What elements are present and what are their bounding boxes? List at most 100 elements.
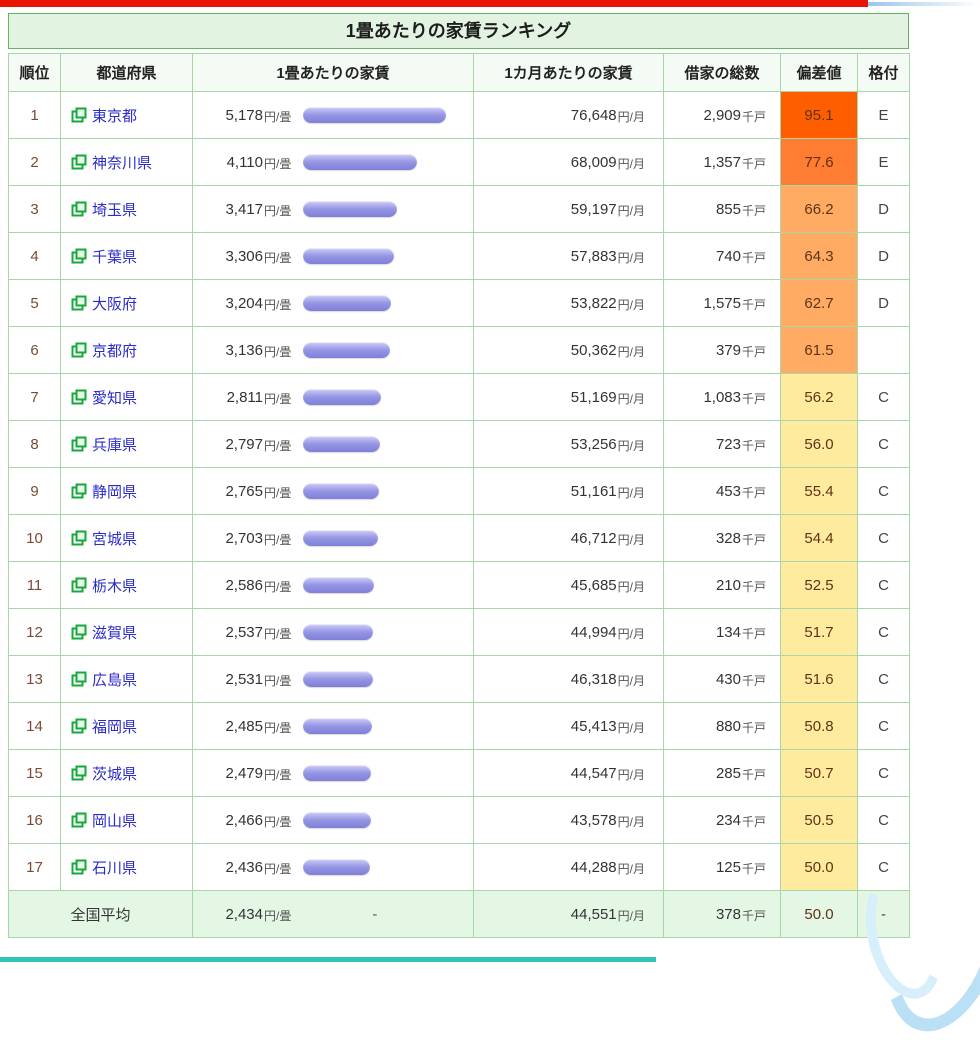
prefecture-link[interactable]: 神奈川県 [71, 152, 191, 173]
rent-per-tatami-value: 2,811 [226, 388, 263, 406]
prefecture-link[interactable]: 広島県 [71, 669, 191, 690]
prefecture-cell: 茨城県 [60, 749, 193, 797]
rent-per-month-value: 46,712 [570, 529, 617, 547]
bar-container [303, 201, 453, 217]
rent-per-tatami-value: 4,110 [226, 153, 263, 171]
rent-per-tatami-unit: 円/畳 [264, 391, 292, 406]
rent-bar [303, 342, 391, 358]
prefecture-link[interactable]: 岡山県 [71, 810, 191, 831]
rent-per-tatami-unit: 円/畳 [264, 861, 292, 876]
rent-per-month-cell: 45,685円/月 [473, 561, 664, 609]
prefecture-link[interactable]: 東京都 [71, 105, 191, 126]
prefecture-link[interactable]: 茨城県 [71, 763, 191, 784]
households-unit: 千戸 [741, 579, 766, 594]
deviation-cell: 51.6 [780, 655, 858, 703]
rent-per-month-unit: 円/月 [617, 673, 645, 688]
table-row: 17 石川県 2,436 円/畳 44,288円/月 125千戸 [8, 843, 910, 891]
deviation-cell: 55.4 [780, 467, 858, 515]
deviation-cell: 64.3 [780, 232, 858, 280]
prefecture-name: 栃木県 [92, 577, 138, 595]
table-row: 2 神奈川県 4,110 円/畳 68,009円/月 1,357千戸 [8, 138, 910, 186]
rank-value: 4 [30, 247, 39, 265]
header-rent-per-month: 1カ月あたりの家賃 [473, 53, 664, 92]
rent-per-tatami-value: 2,479 [225, 764, 263, 782]
prefecture-link[interactable]: 石川県 [71, 857, 191, 878]
table-row: 10 宮城県 2,703 円/畳 46,712円/月 328千戸 [8, 514, 910, 562]
rating-cell: C [857, 749, 910, 797]
households-cell: 723千戸 [663, 420, 781, 468]
rent-per-tatami-cell: 2,586 円/畳 [192, 561, 474, 609]
rent-per-tatami-unit: 円/畳 [264, 438, 292, 453]
rank-value: 14 [26, 717, 43, 735]
deviation-cell: 51.7 [780, 608, 858, 656]
rent-per-month-value: 53,256 [570, 435, 617, 453]
rank-cell: 13 [8, 655, 61, 703]
rank-value: 2 [30, 153, 39, 171]
header-rank: 順位 [8, 53, 61, 92]
rank-value: 13 [26, 670, 43, 688]
prefecture-link[interactable]: 静岡県 [71, 481, 191, 502]
average-rent-per-month-value: 44,551 [570, 905, 617, 923]
table-row: 6 京都府 3,136 円/畳 50,362円/月 379千戸 [8, 326, 910, 374]
table-row: 7 愛知県 2,811 円/畳 51,169円/月 1,083千戸 [8, 373, 910, 421]
map-icon [71, 248, 87, 264]
rent-per-tatami-value: 2,466 [225, 811, 263, 829]
rent-per-tatami-cell: 2,537 円/畳 [192, 608, 474, 656]
rent-per-month-value: 51,161 [570, 482, 617, 500]
prefecture-link[interactable]: 京都府 [71, 340, 191, 361]
map-icon [71, 436, 87, 452]
prefecture-name: 神奈川県 [92, 154, 153, 172]
rating-cell: D [857, 232, 910, 280]
rank-cell: 7 [8, 373, 61, 421]
map-icon [71, 295, 87, 311]
households-value: 125 [715, 858, 741, 876]
households-value: 880 [715, 717, 741, 735]
prefecture-cell: 千葉県 [60, 232, 193, 280]
prefecture-link[interactable]: 愛知県 [71, 387, 191, 408]
households-cell: 134千戸 [663, 608, 781, 656]
prefecture-link[interactable]: 宮城県 [71, 528, 191, 549]
households-unit: 千戸 [741, 391, 766, 406]
map-icon [71, 577, 87, 593]
rent-per-tatami-unit: 円/畳 [264, 767, 292, 782]
prefecture-link[interactable]: 兵庫県 [71, 434, 191, 455]
rank-value: 15 [26, 764, 43, 782]
prefecture-link[interactable]: 大阪府 [71, 293, 191, 314]
rent-per-tatami-unit: 円/畳 [264, 297, 292, 312]
rent-per-tatami-cell: 3,306 円/畳 [192, 232, 474, 280]
bar-container [303, 248, 453, 264]
rating-cell: C [857, 467, 910, 515]
no-bar-dash: - [372, 905, 378, 923]
prefecture-link[interactable]: 千葉県 [71, 246, 191, 267]
bar-container [303, 671, 453, 687]
rank-cell: 11 [8, 561, 61, 609]
households-value: 723 [715, 435, 741, 453]
rank-cell: 4 [8, 232, 61, 280]
households-unit: 千戸 [741, 720, 766, 735]
table-row: 11 栃木県 2,586 円/畳 45,685円/月 210千戸 [8, 561, 910, 609]
prefecture-cell: 滋賀県 [60, 608, 193, 656]
rent-per-month-value: 50,362 [570, 341, 617, 359]
map-icon [71, 342, 87, 358]
rent-per-tatami-unit: 円/畳 [264, 156, 292, 171]
prefecture-cell: 埼玉県 [60, 185, 193, 233]
prefecture-link[interactable]: 埼玉県 [71, 199, 191, 220]
prefecture-link[interactable]: 滋賀県 [71, 622, 191, 643]
bar-container [303, 436, 453, 452]
rent-bar [303, 436, 381, 452]
prefecture-name: 茨城県 [92, 765, 138, 783]
households-value: 1,083 [703, 388, 741, 406]
rent-per-month-cell: 44,547円/月 [473, 749, 664, 797]
map-icon [71, 671, 87, 687]
rank-value: 10 [26, 529, 43, 547]
rent-per-month-value: 51,169 [570, 388, 617, 406]
rent-per-tatami-value: 2,436 [225, 858, 263, 876]
rent-per-month-unit: 円/月 [617, 908, 645, 923]
rating-cell: C [857, 843, 910, 891]
bar-container [303, 295, 453, 311]
rent-per-month-cell: 43,578円/月 [473, 796, 664, 844]
prefecture-link[interactable]: 福岡県 [71, 716, 191, 737]
average-households-value: 378 [715, 905, 741, 923]
prefecture-link[interactable]: 栃木県 [71, 575, 191, 596]
rent-per-tatami-unit: 円/畳 [264, 720, 292, 735]
